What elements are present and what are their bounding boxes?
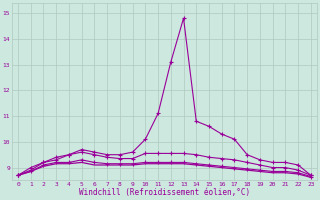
X-axis label: Windchill (Refroidissement éolien,°C): Windchill (Refroidissement éolien,°C)	[79, 188, 250, 197]
